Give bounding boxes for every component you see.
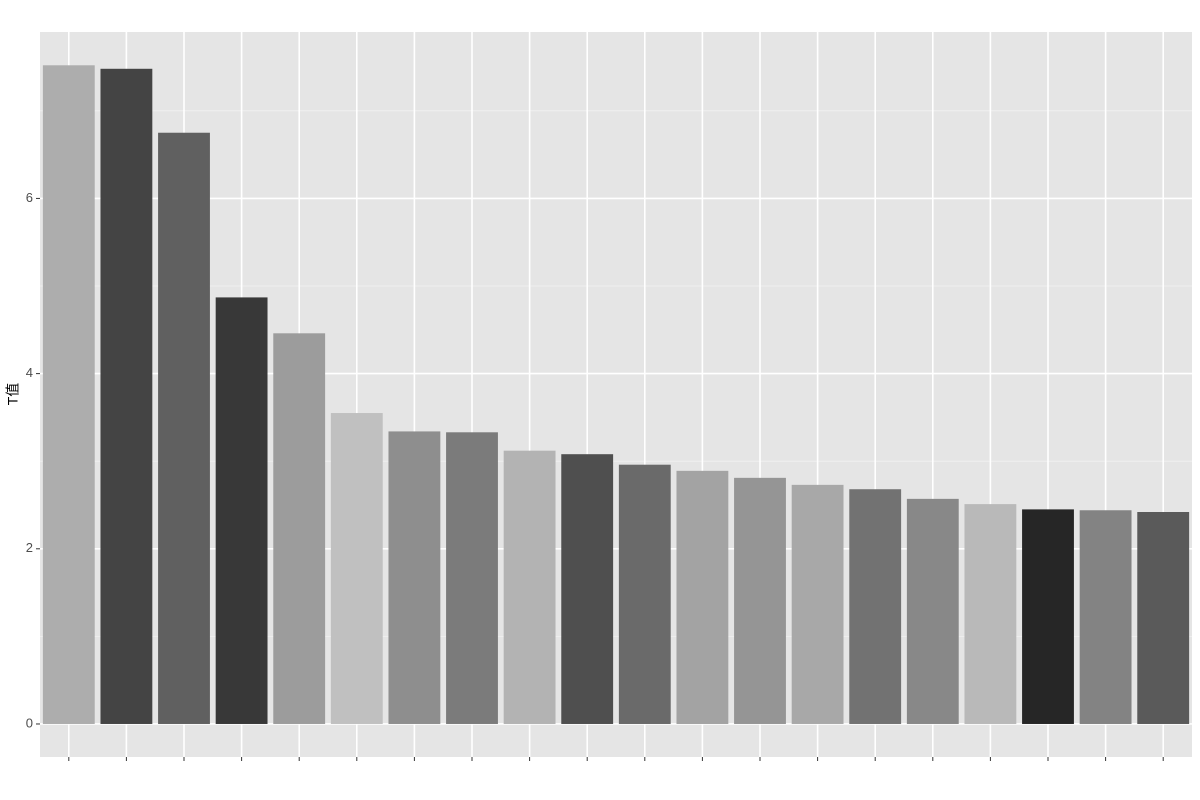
bar — [964, 504, 1017, 724]
bar — [330, 413, 383, 724]
y-axis-label: T值 — [5, 383, 21, 406]
y-tick-label: 2 — [26, 540, 33, 555]
bar — [273, 333, 326, 724]
bar — [1079, 510, 1132, 724]
bar — [158, 132, 210, 724]
bar — [446, 432, 498, 724]
y-tick-label: 4 — [26, 365, 33, 380]
bar — [849, 489, 902, 724]
bar — [618, 464, 671, 724]
panel — [40, 32, 1192, 757]
bar — [1022, 509, 1074, 724]
bar — [906, 498, 959, 724]
bar — [791, 484, 844, 724]
bar — [1137, 512, 1190, 724]
bar — [503, 450, 556, 724]
bar — [388, 431, 441, 724]
bar — [734, 477, 786, 724]
bar — [42, 65, 95, 724]
bar — [215, 297, 268, 724]
bar — [676, 470, 729, 724]
bar — [561, 454, 614, 724]
y-tick-label: 0 — [26, 715, 33, 730]
bar — [100, 68, 153, 724]
y-tick-label: 6 — [26, 190, 33, 205]
